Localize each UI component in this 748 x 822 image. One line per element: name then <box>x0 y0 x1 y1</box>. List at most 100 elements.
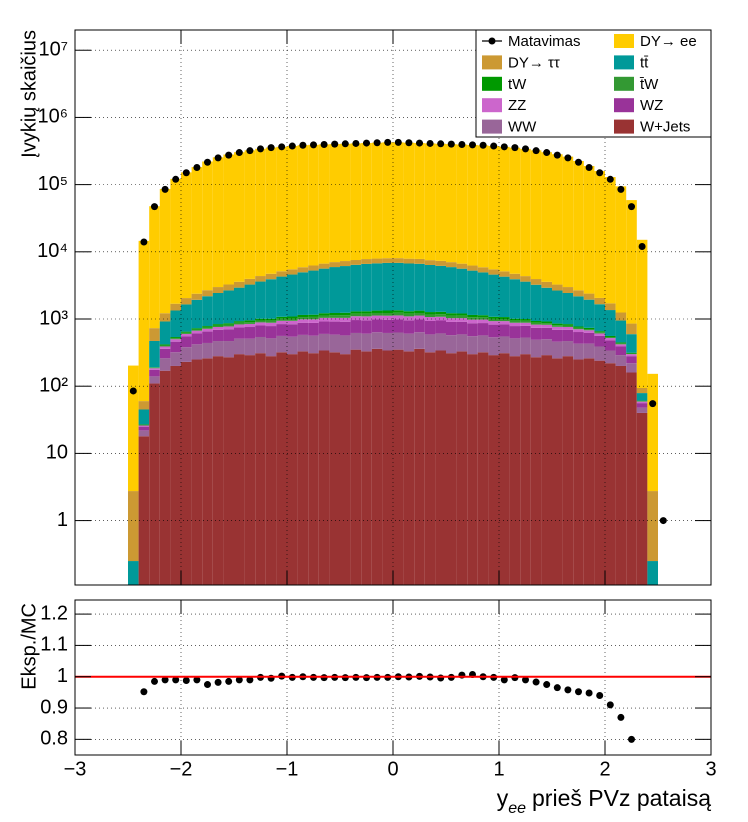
histogram-bar <box>382 313 393 316</box>
ratio-point <box>543 681 551 689</box>
histogram-bar <box>647 561 658 585</box>
data-point <box>511 144 519 152</box>
x-tick-label: −3 <box>64 758 87 780</box>
histogram-bar <box>287 318 298 321</box>
histogram-bar <box>361 143 372 260</box>
histogram-bar <box>329 312 340 316</box>
data-point <box>617 185 625 193</box>
histogram-bar <box>255 281 266 319</box>
histogram-bar <box>191 293 203 300</box>
histogram-bar <box>605 337 616 339</box>
histogram-bar <box>509 356 521 585</box>
histogram-bar <box>382 315 393 320</box>
data-point <box>214 154 222 162</box>
histogram-bar <box>403 351 415 585</box>
y-axis-label: Įvykių skaičius <box>18 30 40 158</box>
legend-label: ZZ <box>508 97 526 114</box>
histogram-bar <box>181 332 192 334</box>
legend-swatch <box>614 98 634 113</box>
ratio-point <box>575 688 582 696</box>
histogram-bar <box>573 326 584 328</box>
histogram-bar <box>467 336 478 355</box>
ratio-point <box>140 688 148 696</box>
ratio-point <box>596 692 604 700</box>
histogram-bar <box>605 335 616 338</box>
y-tick-label: 1.1 <box>40 634 68 656</box>
histogram-bar <box>170 339 181 342</box>
legend-label: tW <box>508 76 527 93</box>
histogram-bar <box>297 314 309 318</box>
histogram-bar <box>276 318 287 321</box>
histogram-bar <box>499 276 510 318</box>
y-tick-label: 10⁶ <box>38 106 68 128</box>
histogram-bar <box>393 142 404 259</box>
histogram-bar <box>265 356 277 585</box>
histogram-bar <box>435 265 446 312</box>
histogram-bar <box>615 312 627 321</box>
histogram-bar <box>594 304 605 332</box>
y-tick-label: 10⁴ <box>37 240 68 262</box>
histogram-bar <box>181 172 192 299</box>
histogram-bar <box>541 287 552 322</box>
histogram-bar <box>223 341 234 358</box>
histogram-bar <box>159 346 171 349</box>
histogram-bar <box>403 263 415 312</box>
data-point <box>553 151 561 159</box>
histogram-bar <box>414 313 425 316</box>
histogram-bar <box>636 401 648 404</box>
histogram-bar <box>393 312 404 316</box>
histogram-bar <box>181 298 192 305</box>
histogram-bar <box>499 317 510 320</box>
histogram-bar <box>414 348 425 585</box>
histogram-bar <box>234 354 245 585</box>
histogram-bar <box>149 368 160 370</box>
histogram-bar <box>181 331 192 333</box>
histogram-bar <box>615 365 627 585</box>
histogram-bar <box>467 317 478 320</box>
histogram-bar <box>435 350 446 585</box>
histogram-bar <box>477 272 489 316</box>
histogram-bar <box>615 346 627 356</box>
histogram-bar <box>371 319 383 333</box>
histogram-bar <box>244 320 256 323</box>
histogram-bar <box>308 144 319 266</box>
histogram-bar <box>234 287 245 322</box>
histogram-bar <box>541 281 552 288</box>
histogram-bar <box>265 320 277 323</box>
histogram-bar <box>297 145 309 268</box>
data-point <box>257 145 264 153</box>
histogram-bar <box>499 319 510 322</box>
histogram-bar <box>191 329 203 331</box>
histogram-bar <box>583 299 595 328</box>
histogram-bar <box>212 324 224 326</box>
ratio-point <box>225 677 233 685</box>
histogram-bar <box>361 311 372 314</box>
histogram-bar <box>414 310 425 314</box>
histogram-bar <box>583 327 595 330</box>
y-tick-label: 10⁷ <box>39 39 68 61</box>
histogram-bar <box>287 320 298 325</box>
histogram-bar <box>350 143 362 261</box>
histogram-bar <box>202 161 213 291</box>
histogram-bar <box>541 355 552 585</box>
histogram-bar <box>509 338 521 357</box>
histogram-bar <box>414 332 425 349</box>
histogram-bar <box>287 324 298 337</box>
data-point <box>278 143 286 151</box>
histogram-bar <box>477 267 489 273</box>
histogram-bar <box>605 338 616 341</box>
y-tick-label: 10⁵ <box>37 173 68 195</box>
histogram-bar <box>170 303 181 311</box>
histogram-bar <box>562 356 574 585</box>
ratio-point <box>161 676 169 684</box>
histogram-bar <box>371 263 383 311</box>
histogram-bar <box>636 412 648 585</box>
histogram-bar <box>403 333 415 352</box>
histogram-bar <box>329 334 340 353</box>
histogram-bar <box>583 358 595 585</box>
histogram-bar <box>562 156 574 288</box>
histogram-bar <box>276 352 287 585</box>
histogram-bar <box>149 340 160 368</box>
histogram-bar <box>371 315 383 320</box>
histogram-bar <box>446 144 457 263</box>
